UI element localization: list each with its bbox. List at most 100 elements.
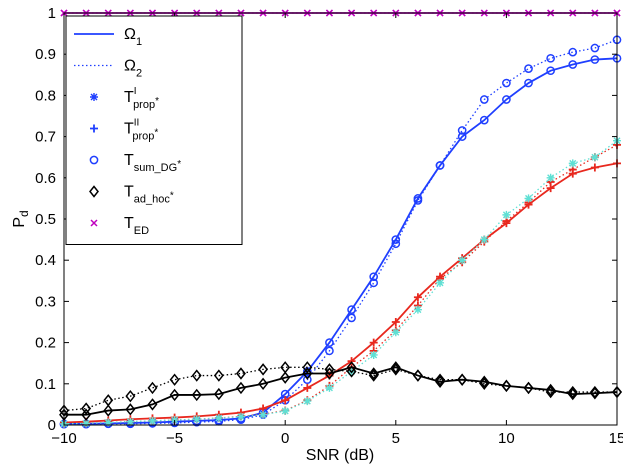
- data-point: [169, 373, 180, 386]
- data-point: [213, 387, 224, 401]
- data-point: [302, 375, 312, 385]
- data-point: [281, 396, 290, 405]
- data-point: [457, 126, 467, 135]
- data-point: [302, 367, 313, 380]
- data-point: [479, 377, 490, 391]
- data-point: [545, 383, 556, 397]
- x-tick-label: 0: [281, 430, 289, 447]
- data-point: [590, 163, 599, 172]
- legend-label: Ω2: [124, 58, 142, 80]
- data-point: [567, 385, 578, 399]
- data-point: [346, 365, 357, 378]
- y-tick-label: 0.3: [35, 293, 56, 310]
- legend-item: TI prop*: [90, 86, 159, 111]
- data-point: [568, 60, 578, 69]
- data-point: [568, 159, 577, 168]
- data-point: [458, 256, 467, 265]
- series-3: [59, 35, 622, 429]
- data-point: [502, 95, 511, 104]
- data-point: [501, 379, 512, 393]
- series-6: [60, 136, 621, 428]
- series-8: [59, 361, 622, 417]
- data-point: [412, 369, 423, 382]
- data-point: [258, 377, 269, 391]
- data-point: [259, 410, 268, 419]
- legend-label-main: T: [124, 121, 134, 138]
- legend-label-star: *: [170, 191, 174, 202]
- legend-marker: [89, 185, 99, 198]
- legend-label-sub: ED: [134, 225, 149, 237]
- data-point: [369, 350, 378, 359]
- x-tick-label: −5: [166, 430, 183, 447]
- y-tick-label: 0.5: [35, 211, 56, 228]
- y-tick-label: 0: [48, 417, 56, 434]
- data-point: [479, 115, 489, 125]
- legend-label-sub: ad_hoc: [134, 194, 171, 206]
- data-point: [103, 404, 114, 417]
- legend-item: TII prop*: [90, 118, 158, 143]
- data-point: [546, 66, 555, 76]
- data-point: [479, 375, 490, 388]
- legend-item: Tad_hoc*: [89, 184, 174, 206]
- y-tick-label: 0.2: [35, 335, 56, 352]
- x-axis-label: SNR (dB): [306, 447, 374, 464]
- legend-label-sub: sum_DG: [134, 162, 177, 174]
- legend-label-sub: 2: [136, 68, 142, 80]
- data-point: [390, 363, 401, 376]
- data-point: [369, 338, 378, 347]
- data-point: [147, 398, 158, 411]
- ticks-layer: −10 −5 0 5 10 15 0 0.1 0.2 0.3 0.4 0.5 0.6 0.7 0.8 0.9 1: [35, 5, 623, 447]
- data-point: [192, 415, 201, 424]
- data-point: [280, 361, 291, 374]
- data-point: [258, 363, 269, 376]
- data-point: [280, 371, 291, 384]
- data-point: [81, 408, 92, 421]
- y-tick-label: 0.4: [35, 252, 56, 269]
- legend-box: [65, 15, 243, 245]
- data-point: [436, 278, 445, 287]
- legend-marker: [89, 155, 99, 165]
- data-point: [236, 412, 245, 421]
- legend-label-main: T: [124, 89, 134, 106]
- legend-label-sub: prop: [132, 131, 154, 143]
- data-point: [589, 387, 600, 400]
- data-point: [590, 43, 600, 53]
- data-point: [303, 397, 312, 406]
- y-tick-label: 1: [48, 5, 56, 22]
- legend-label: Tsum_DG*: [124, 152, 181, 174]
- data-point: [369, 278, 379, 288]
- legend-marker: [90, 124, 98, 133]
- legend-item: Ω2: [74, 58, 142, 80]
- legend-label: Ω1: [124, 26, 142, 48]
- data-point: [502, 210, 511, 219]
- legend-label-main: Ω: [124, 26, 136, 43]
- data-point: [325, 383, 334, 392]
- data-point: [546, 53, 555, 63]
- data-point: [391, 239, 401, 249]
- data-point: [413, 293, 422, 302]
- legend-label-star: *: [155, 96, 159, 107]
- legend-item: Tsum_DG*: [89, 152, 181, 174]
- plot-layer: [59, 9, 622, 429]
- data-point: [368, 369, 379, 382]
- data-point: [545, 385, 556, 399]
- y-tick-label: 0.9: [35, 46, 56, 63]
- legend-label-main: T: [124, 184, 134, 201]
- data-point: [126, 417, 135, 426]
- data-point: [524, 194, 533, 203]
- y-tick-label: 0.6: [35, 170, 56, 187]
- legend-label-sub: 1: [136, 36, 142, 48]
- legend-label-main: Ω: [124, 58, 136, 75]
- data-point: [213, 369, 224, 382]
- y-axis-label-sub: d: [17, 210, 31, 217]
- x-tick-label: 10: [498, 430, 515, 447]
- legend-marker: [90, 93, 98, 101]
- data-point: [235, 381, 246, 395]
- data-point: [391, 328, 400, 337]
- data-point: [148, 416, 157, 425]
- data-point: [435, 373, 446, 386]
- data-point: [413, 305, 422, 314]
- y-tick-label: 0.1: [35, 376, 56, 393]
